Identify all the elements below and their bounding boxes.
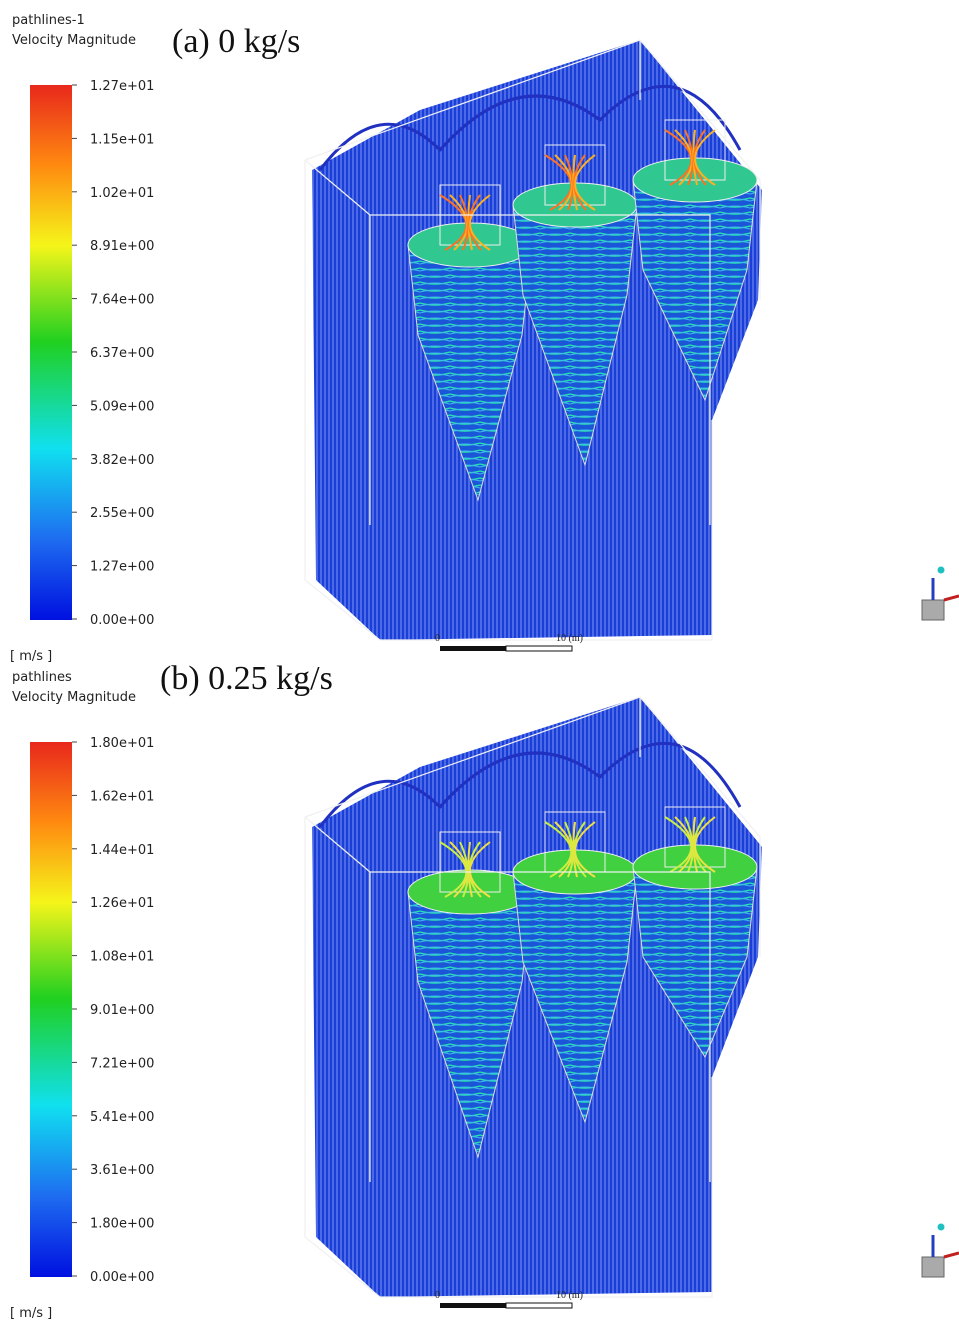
colorbar-label: 1.26e+01 bbox=[90, 896, 154, 911]
unit: [ m/s ] bbox=[10, 649, 52, 664]
colorbar-label: 1.27e+00 bbox=[90, 560, 154, 575]
colorbar bbox=[30, 742, 72, 1277]
axis-triad bbox=[938, 567, 945, 574]
axis-triad bbox=[944, 1253, 959, 1257]
scale-label: 10 (m) bbox=[556, 1290, 583, 1301]
axis-triad bbox=[944, 596, 959, 600]
colorbar-label: 1.27e+01 bbox=[90, 79, 154, 94]
colorbar-label: 1.80e+00 bbox=[90, 1217, 154, 1232]
colorbar-label: 1.44e+01 bbox=[90, 843, 154, 858]
colorbar-label: 1.02e+01 bbox=[90, 186, 154, 201]
colorbar-label: 1.80e+01 bbox=[90, 736, 154, 751]
unit: [ m/s ] bbox=[10, 1306, 52, 1321]
legend-subtitle: Velocity Magnitude bbox=[12, 690, 136, 705]
legend-title: pathlines-1 bbox=[12, 13, 85, 28]
legend-subtitle: Velocity Magnitude bbox=[12, 33, 136, 48]
colorbar-label: 9.01e+00 bbox=[90, 1003, 154, 1018]
colorbar-label: 8.91e+00 bbox=[90, 239, 154, 254]
colorbar-label: 2.55e+00 bbox=[90, 506, 154, 521]
scale-bar-black bbox=[440, 1303, 506, 1308]
colorbar-label: 5.41e+00 bbox=[90, 1110, 154, 1125]
colorbar-label: 5.09e+00 bbox=[90, 399, 154, 414]
colorbar-label: 7.21e+00 bbox=[90, 1056, 154, 1071]
axis-triad bbox=[938, 1224, 945, 1231]
caption: (b) 0.25 kg/s bbox=[160, 660, 333, 697]
scale-bar-white bbox=[506, 646, 572, 651]
colorbar-label: 0.00e+00 bbox=[90, 613, 154, 628]
colorbar-label: 1.15e+01 bbox=[90, 132, 154, 147]
colorbar bbox=[30, 85, 72, 620]
scale-bar-white bbox=[506, 1303, 572, 1308]
caption: (a) 0 kg/s bbox=[172, 23, 300, 60]
panel: pathlines-1 Velocity Magnitude (a) 0 kg/s 1… bbox=[10, 13, 959, 664]
scale-label: 10 (m) bbox=[556, 633, 583, 644]
legend-title: pathlines bbox=[12, 670, 72, 685]
colorbar-label: 6.37e+00 bbox=[90, 346, 154, 361]
scale-bar-black bbox=[440, 646, 506, 651]
colorbar-label: 0.00e+00 bbox=[90, 1270, 154, 1285]
panel: pathlines Velocity Magnitude (b) 0.25 kg/s… bbox=[10, 660, 959, 1321]
colorbar-label: 3.82e+00 bbox=[90, 453, 154, 468]
colorbar-label: 1.62e+01 bbox=[90, 789, 154, 804]
colorbar-label: 7.64e+00 bbox=[90, 293, 154, 308]
scale-label: 0 bbox=[435, 633, 440, 644]
scale-label: 0 bbox=[435, 1290, 440, 1301]
axis-triad bbox=[922, 1257, 944, 1277]
figure: pathlines-1 Velocity Magnitude (a) 0 kg/s 1… bbox=[0, 0, 959, 1322]
colorbar-label: 1.08e+01 bbox=[90, 950, 154, 965]
colorbar-label: 3.61e+00 bbox=[90, 1163, 154, 1178]
axis-triad bbox=[922, 600, 944, 620]
